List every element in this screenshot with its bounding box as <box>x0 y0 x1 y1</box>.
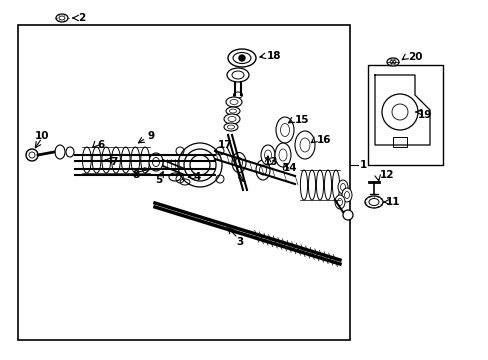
Text: 5: 5 <box>155 175 162 185</box>
Text: 18: 18 <box>266 51 281 61</box>
Ellipse shape <box>261 145 274 165</box>
Ellipse shape <box>226 68 248 82</box>
Ellipse shape <box>224 123 238 131</box>
Ellipse shape <box>274 143 290 167</box>
Text: 20: 20 <box>407 52 422 62</box>
Ellipse shape <box>82 147 91 173</box>
Text: 11: 11 <box>385 197 400 207</box>
Bar <box>392 137 406 147</box>
Ellipse shape <box>337 180 347 194</box>
Ellipse shape <box>231 153 245 172</box>
Ellipse shape <box>364 196 382 208</box>
Text: 3: 3 <box>236 237 243 247</box>
Circle shape <box>342 210 352 220</box>
Text: 10: 10 <box>35 131 49 141</box>
Text: 9: 9 <box>148 131 155 141</box>
Text: 13: 13 <box>264 157 278 167</box>
Ellipse shape <box>324 170 331 200</box>
Ellipse shape <box>341 188 351 202</box>
Text: 15: 15 <box>294 115 309 125</box>
Circle shape <box>26 149 38 161</box>
Ellipse shape <box>227 49 256 67</box>
Ellipse shape <box>224 114 240 124</box>
Ellipse shape <box>294 131 314 159</box>
Ellipse shape <box>332 170 339 200</box>
Text: 17: 17 <box>218 140 232 150</box>
Ellipse shape <box>225 97 242 107</box>
Ellipse shape <box>316 170 323 200</box>
Ellipse shape <box>131 147 140 173</box>
Ellipse shape <box>275 117 293 143</box>
Text: 2: 2 <box>78 13 85 23</box>
Ellipse shape <box>308 170 315 200</box>
Text: 14: 14 <box>283 163 297 173</box>
Ellipse shape <box>149 153 163 171</box>
Text: 16: 16 <box>316 135 331 145</box>
Text: 6: 6 <box>97 140 104 150</box>
Ellipse shape <box>102 147 110 173</box>
Text: 12: 12 <box>379 170 394 180</box>
Circle shape <box>239 55 244 61</box>
Ellipse shape <box>121 147 130 173</box>
Text: 19: 19 <box>417 110 431 120</box>
Ellipse shape <box>92 147 101 173</box>
Ellipse shape <box>256 160 269 180</box>
Ellipse shape <box>386 58 398 66</box>
Bar <box>18 25 349 340</box>
Bar <box>367 65 442 165</box>
Ellipse shape <box>334 195 345 209</box>
Text: 8: 8 <box>132 170 139 180</box>
Ellipse shape <box>225 107 240 115</box>
Text: 1: 1 <box>359 160 366 170</box>
Ellipse shape <box>300 170 307 200</box>
Text: 4: 4 <box>193 172 200 182</box>
Ellipse shape <box>111 147 120 173</box>
Ellipse shape <box>141 147 149 173</box>
Ellipse shape <box>56 14 68 22</box>
Text: 7: 7 <box>110 157 117 167</box>
